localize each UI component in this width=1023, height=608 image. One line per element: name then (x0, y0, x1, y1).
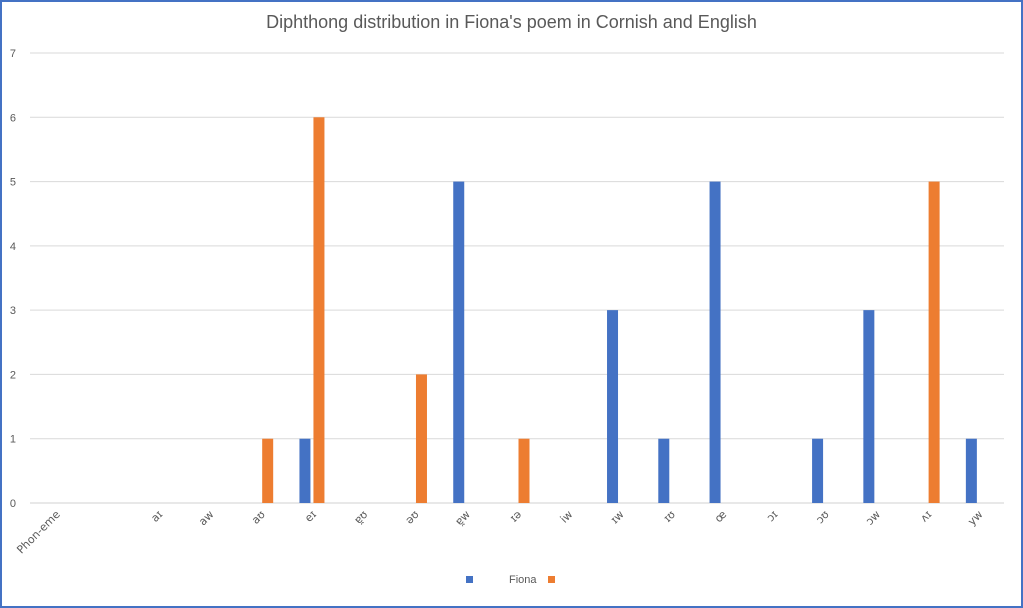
x-axis-ticks: Phon-eme aɪ aw aʊ eɪ ɐ̯ʊ əʊ ɐ̯w ɪə iw ɪw ɪʊ œ ɔɪ ɔʊ ɔw ʌ… (14, 508, 985, 557)
x-tick-label: œ (712, 508, 729, 525)
bar (453, 181, 465, 504)
y-tick-label: 3 (10, 305, 16, 317)
x-tick-label: aʊ (249, 508, 268, 527)
y-tick-label: 4 (10, 241, 16, 253)
bar (415, 374, 427, 503)
legend-swatch-series-2 (548, 576, 555, 583)
x-tick-label: ɪə (507, 508, 524, 525)
x-tick-label: əʊ (403, 508, 422, 527)
bar (313, 117, 325, 504)
gridlines (30, 52, 1004, 504)
x-tick-label: aw (196, 508, 216, 528)
bar (262, 438, 274, 503)
bar (299, 438, 311, 503)
x-tick-label: ʌɪ (918, 508, 935, 525)
x-tick-label: ɔʊ (813, 508, 831, 526)
bar (607, 310, 619, 503)
bars (262, 117, 977, 504)
y-tick-label: 7 (10, 48, 16, 60)
x-tick-label: ɪʊ (661, 508, 678, 525)
legend-swatch-fiona (466, 576, 473, 583)
bar (928, 181, 940, 504)
x-tick-label: yw (965, 508, 985, 528)
y-tick-label: 0 (10, 498, 16, 510)
x-tick-label: Phon-eme (14, 508, 63, 557)
x-tick-label: eɪ (302, 508, 319, 525)
y-axis-ticks: 0 1 2 3 4 5 6 7 (10, 48, 16, 510)
y-tick-label: 5 (10, 177, 16, 189)
legend: Fiona (466, 574, 555, 586)
bar (863, 310, 875, 503)
legend-label-fiona: Fiona (509, 574, 537, 586)
bar (709, 181, 721, 504)
bar (965, 438, 977, 503)
x-tick-label: ɐ̯w (453, 508, 473, 528)
y-tick-label: 2 (10, 369, 16, 381)
y-tick-label: 6 (10, 112, 16, 124)
bar (658, 438, 670, 503)
x-tick-label: ɐ̯ʊ (352, 508, 371, 527)
x-tick-label: ɪw (608, 508, 626, 526)
bar (518, 438, 530, 503)
x-tick-label: ɔɪ (764, 508, 780, 524)
y-tick-label: 1 (10, 434, 16, 446)
x-tick-label: ɔw (863, 508, 883, 528)
x-tick-label: iw (558, 508, 576, 526)
chart-title: Diphthong distribution in Fiona's poem i… (266, 12, 757, 32)
x-tick-label: aɪ (148, 508, 165, 525)
bar (812, 438, 824, 503)
